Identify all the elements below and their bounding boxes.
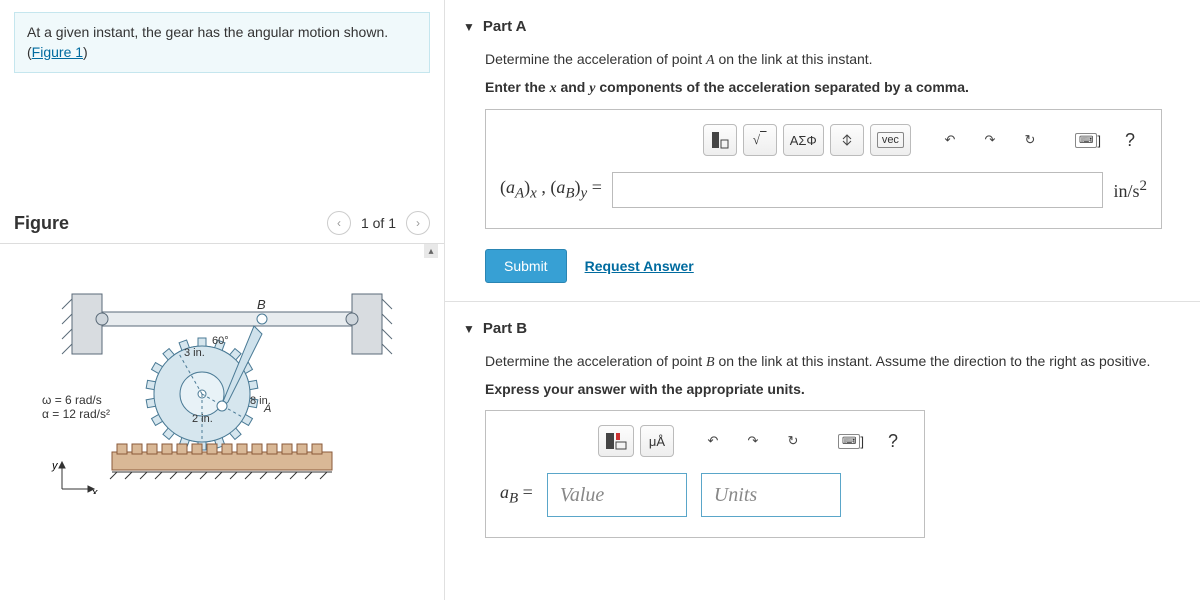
part-b-title: Part B: [483, 320, 527, 337]
svg-text:3 in.: 3 in.: [184, 347, 205, 359]
text: on the link at this instant. Assume the …: [715, 353, 1151, 369]
var-a: A: [706, 53, 715, 68]
undo-button[interactable]: ↶: [696, 425, 730, 457]
subscript-button[interactable]: [830, 124, 864, 156]
text: and: [557, 79, 590, 95]
svg-text:60°: 60°: [212, 335, 229, 347]
figure-count: 1 of 1: [355, 215, 402, 231]
figure-body: A 3 in. 2 in. 8 in. 60° B: [0, 244, 444, 524]
units-button[interactable]: μÅ: [640, 425, 674, 457]
part-b-value-input[interactable]: Value: [547, 473, 687, 517]
greek-button[interactable]: ΑΣΦ: [783, 124, 824, 156]
part-b-prompt2: Express your answer with the appropriate…: [485, 379, 1182, 400]
next-figure-button[interactable]: ›: [406, 211, 430, 235]
part-a-prompt2: Enter the x and y components of the acce…: [485, 77, 1182, 99]
part-a-lhs: (aA)x , (aB)y =: [500, 177, 602, 203]
part-b-input-row: aB = Value Units: [500, 467, 910, 523]
gear-diagram: A 3 in. 2 in. 8 in. 60° B: [32, 264, 412, 494]
undo-button[interactable]: ↶: [933, 124, 967, 156]
help-button[interactable]: ?: [1113, 124, 1147, 156]
text: Determine the acceleration of point: [485, 353, 706, 369]
scroll-up-icon[interactable]: ▴: [424, 244, 438, 258]
part-a-answer-box: √ ΑΣΦ vec ↶ ↷ ↻ ⌨ ] ? (aA)x , (a: [485, 109, 1162, 229]
prev-figure-button[interactable]: ‹: [327, 211, 351, 235]
redo-button[interactable]: ↷: [973, 124, 1007, 156]
part-b-answer-box: μÅ ↶ ↷ ↻ ⌨ ] ? aB = Value Units: [485, 410, 925, 538]
part-b-prompt1: Determine the acceleration of point B on…: [485, 351, 1182, 373]
text: on the link at this instant.: [715, 51, 873, 67]
vec-label: vec: [877, 132, 904, 148]
template-icon: [605, 432, 627, 450]
figure-title: Figure: [14, 213, 69, 234]
figure-link[interactable]: Figure 1: [32, 44, 83, 60]
part-a-prompt1: Determine the acceleration of point A on…: [485, 49, 1182, 71]
text: Determine the acceleration of point: [485, 51, 706, 67]
intro-after: ): [83, 44, 88, 60]
part-b-units-input[interactable]: Units: [701, 473, 841, 517]
redo-button[interactable]: ↷: [736, 425, 770, 457]
right-panel: ▼ Part A Determine the acceleration of p…: [445, 0, 1200, 600]
figure-scrollbar[interactable]: ▴: [424, 244, 438, 524]
submit-button[interactable]: Submit: [485, 249, 567, 283]
svg-text:y: y: [51, 460, 59, 472]
part-a: ▼ Part A Determine the acceleration of p…: [445, 0, 1200, 301]
part-a-submit-row: Submit Request Answer: [485, 239, 1182, 283]
svg-text:α = 12 rad/s²: α = 12 rad/s²: [42, 407, 110, 421]
var-x: x: [550, 81, 557, 96]
intro-text: At a given instant, the gear has the ang…: [14, 12, 430, 73]
part-a-units: in/s2: [1113, 178, 1147, 202]
part-b-toolbar: μÅ ↶ ↷ ↻ ⌨ ] ?: [500, 425, 910, 467]
help-button[interactable]: ?: [876, 425, 910, 457]
svg-text:ω = 6 rad/s: ω = 6 rad/s: [42, 393, 102, 407]
reset-button[interactable]: ↻: [1013, 124, 1047, 156]
text: components of the acceleration separated…: [595, 79, 968, 95]
svg-text:x: x: [91, 487, 98, 494]
svg-text:B: B: [257, 297, 266, 312]
part-a-answer-input[interactable]: [612, 172, 1104, 208]
sqrt-button[interactable]: √: [743, 124, 777, 156]
templates-button[interactable]: [703, 124, 737, 156]
part-a-input-row: (aA)x , (aB)y = in/s2: [500, 166, 1147, 214]
part-b: ▼ Part B Determine the acceleration of p…: [445, 301, 1200, 566]
keyboard-button[interactable]: ⌨ ]: [1069, 124, 1107, 156]
collapse-part-b-icon[interactable]: ▼: [463, 322, 475, 336]
svg-text:8 in.: 8 in.: [250, 395, 271, 407]
keyboard-button[interactable]: ⌨ ]: [832, 425, 870, 457]
figure-nav: ‹ 1 of 1 ›: [327, 211, 430, 235]
template-icon: [711, 131, 729, 149]
figure-header: Figure ‹ 1 of 1 ›: [0, 203, 444, 244]
vec-button[interactable]: vec: [870, 124, 911, 156]
part-b-lhs: aB =: [500, 482, 533, 508]
text: Enter the: [485, 79, 550, 95]
collapse-part-a-icon[interactable]: ▼: [463, 20, 475, 34]
arrows-icon: [840, 133, 854, 147]
svg-text:2 in.: 2 in.: [192, 413, 213, 425]
left-panel: At a given instant, the gear has the ang…: [0, 0, 445, 600]
reset-button[interactable]: ↻: [776, 425, 810, 457]
var-b: B: [706, 355, 715, 370]
part-a-toolbar: √ ΑΣΦ vec ↶ ↷ ↻ ⌨ ] ?: [500, 124, 1147, 166]
request-answer-link[interactable]: Request Answer: [585, 258, 694, 274]
part-a-title: Part A: [483, 18, 527, 35]
templates-button[interactable]: [598, 425, 634, 457]
